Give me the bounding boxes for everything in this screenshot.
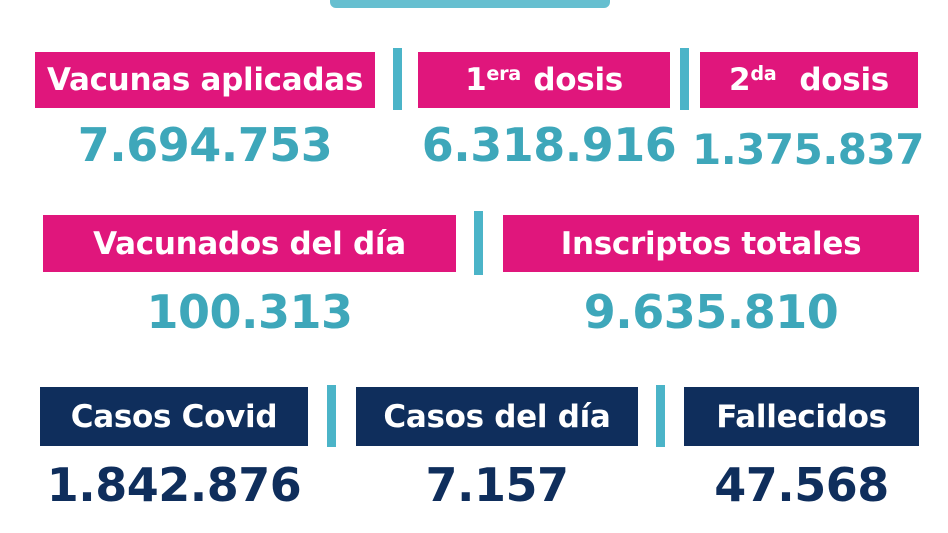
primera-dosis-sup: era	[486, 61, 521, 85]
inscriptos-totales-label: Inscriptos totales	[503, 215, 919, 272]
divider-row2	[474, 211, 483, 275]
segunda-dosis-label: 2 da dosis	[700, 52, 918, 108]
casos-del-dia-label: Casos del día	[356, 387, 638, 446]
casos-covid-value: 1.842.876	[46, 458, 302, 512]
segunda-dosis-sup: da	[750, 61, 777, 85]
primera-dosis-label: 1 era dosis	[418, 52, 670, 108]
top-decoration	[330, 0, 610, 8]
vacunas-aplicadas-value: 7.694.753	[77, 118, 333, 172]
segunda-dosis-word: dosis	[799, 62, 889, 98]
fallecidos-value: 47.568	[714, 458, 889, 512]
divider-row3-a	[327, 385, 336, 447]
segunda-dosis-value: 1.375.837	[692, 125, 924, 174]
divider-row3-b	[656, 385, 665, 447]
divider-row1-a	[393, 48, 402, 110]
segunda-dosis-number: 2	[729, 62, 751, 98]
divider-row1-b	[680, 48, 689, 110]
primera-dosis-word: dosis	[533, 62, 623, 98]
vacunados-del-dia-label: Vacunados del día	[43, 215, 456, 272]
fallecidos-label: Fallecidos	[684, 387, 919, 446]
casos-covid-label: Casos Covid	[40, 387, 308, 446]
vacunados-del-dia-value: 100.313	[146, 285, 353, 339]
vacunas-aplicadas-label: Vacunas aplicadas	[35, 52, 375, 108]
casos-del-dia-value: 7.157	[425, 458, 569, 512]
inscriptos-totales-value: 9.635.810	[583, 285, 839, 339]
primera-dosis-number: 1	[465, 62, 487, 98]
primera-dosis-value: 6.318.916	[421, 118, 677, 172]
